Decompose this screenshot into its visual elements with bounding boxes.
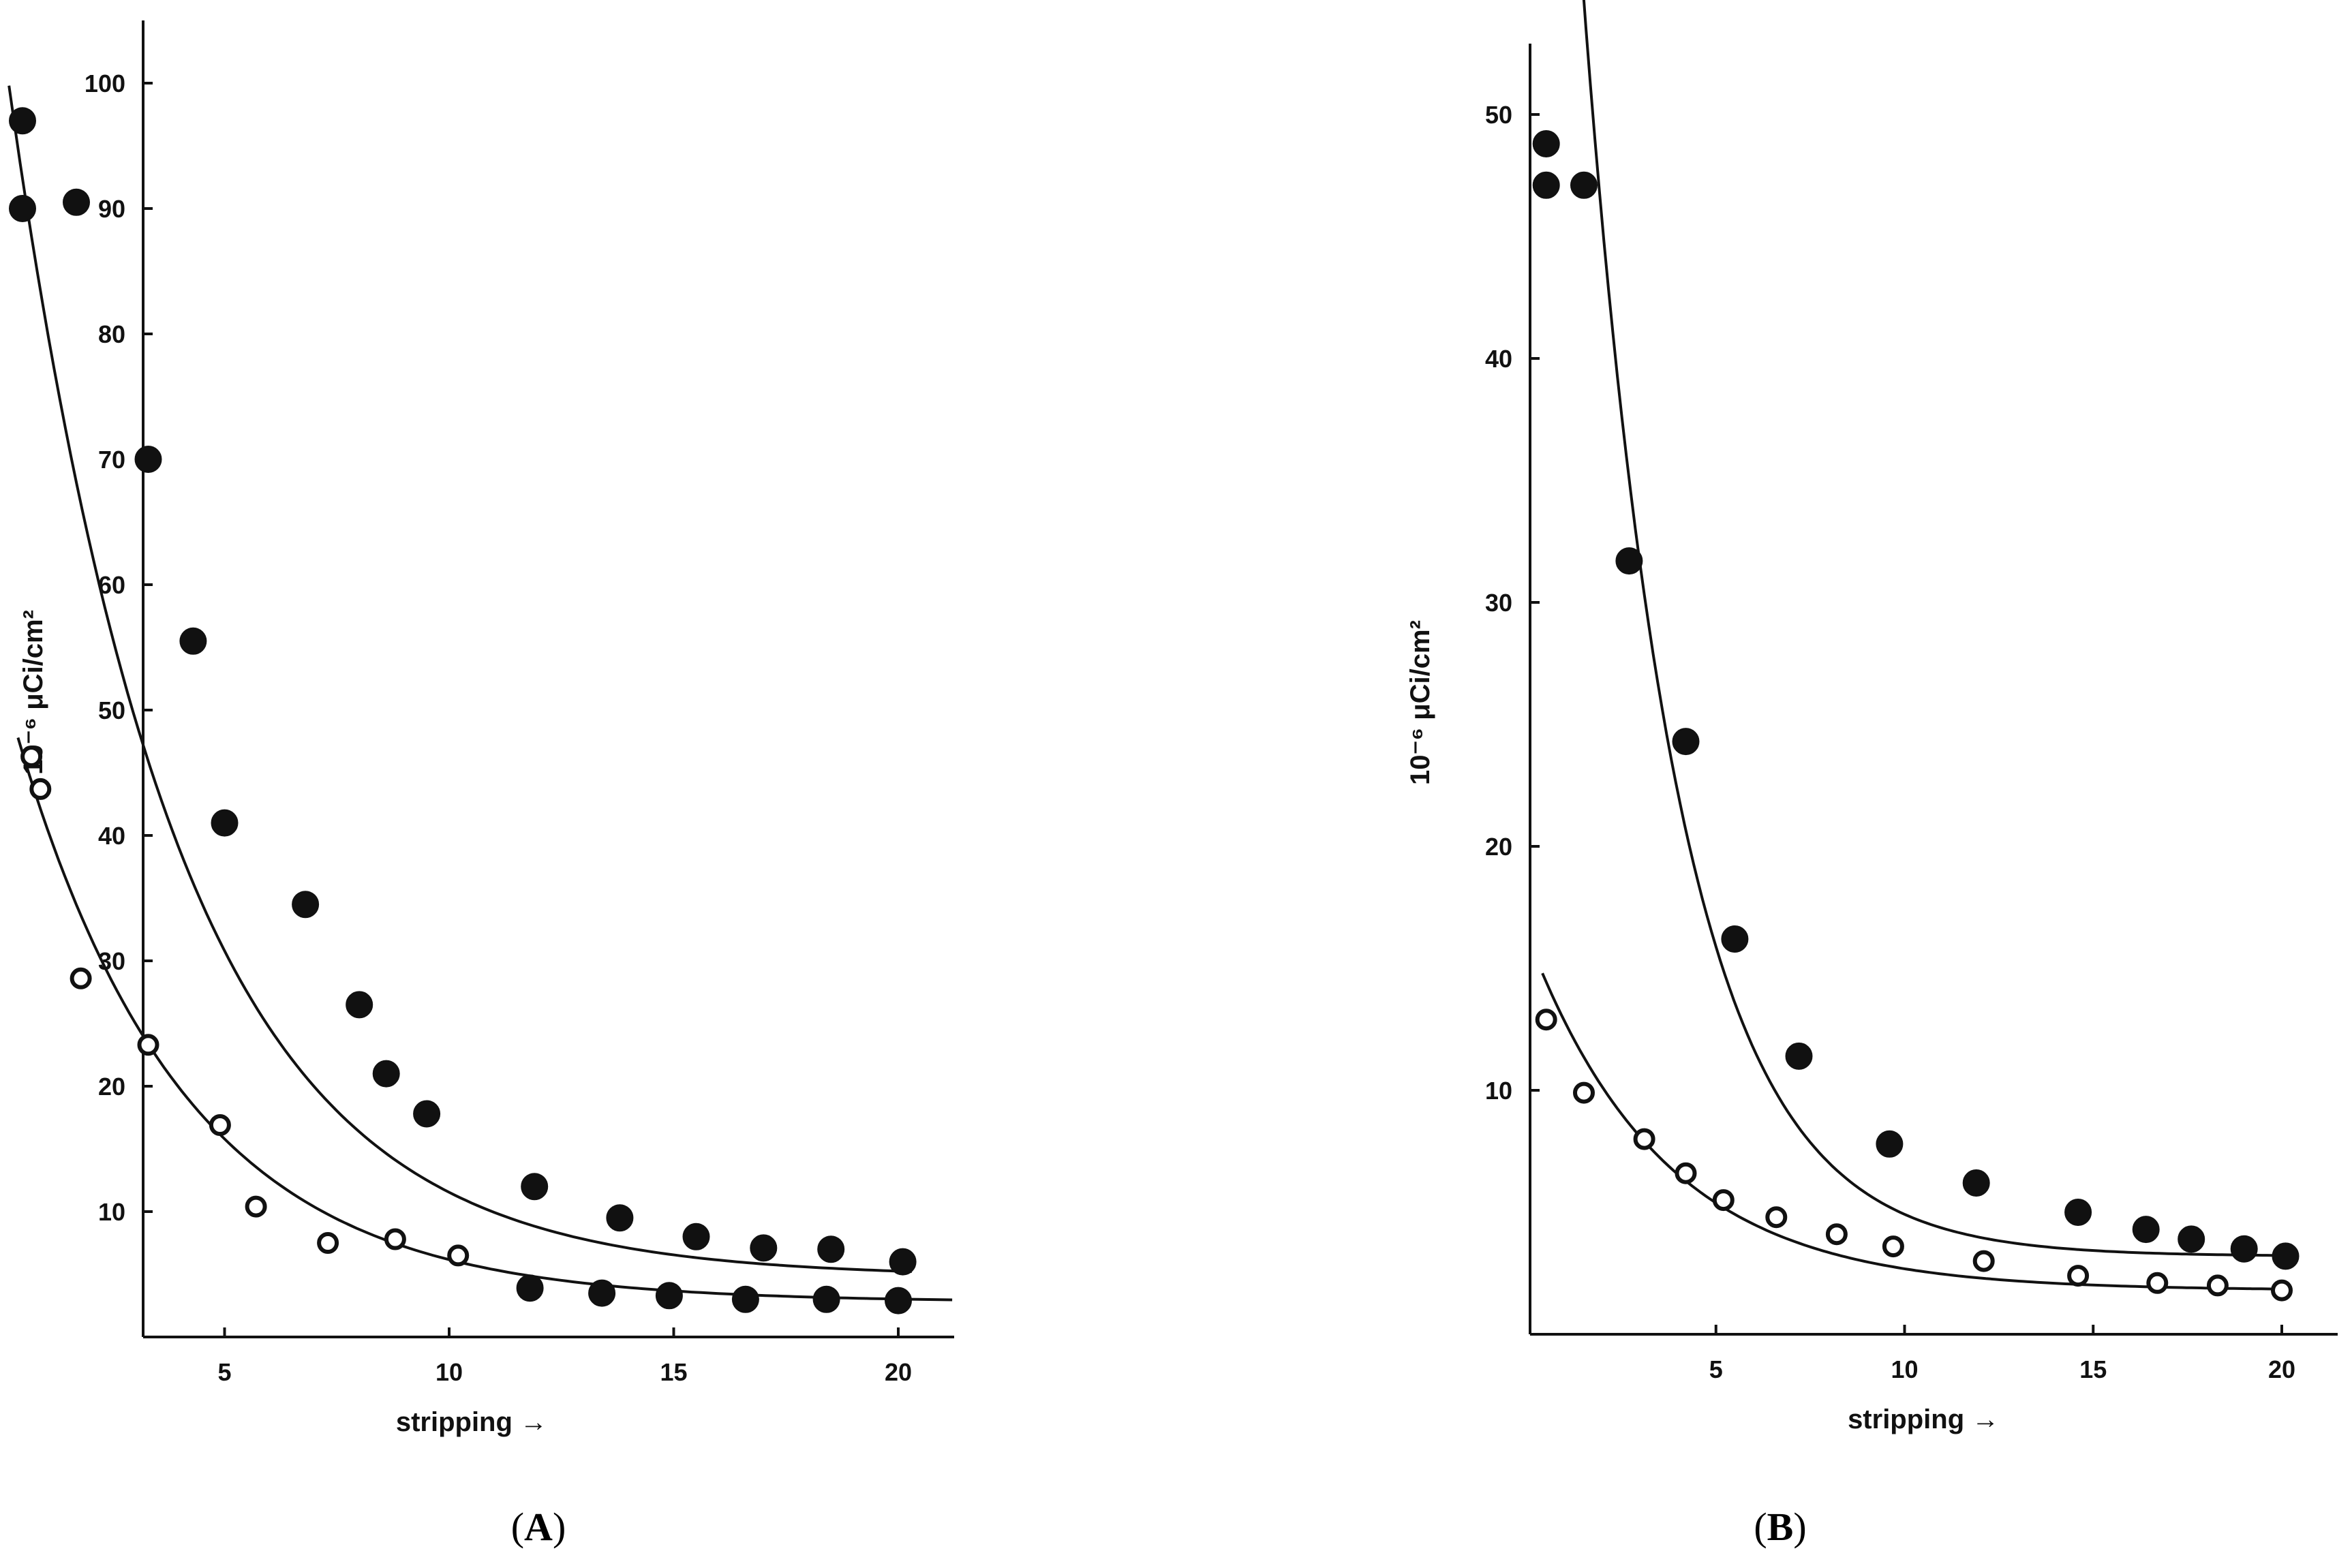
y-tick-label: 40 xyxy=(98,822,125,850)
data-point-filled xyxy=(2230,1235,2258,1263)
data-point-open xyxy=(2146,1272,2169,1294)
data-point-open xyxy=(2067,1265,2090,1287)
data-point-open xyxy=(1712,1189,1735,1212)
y-tick-label: 20 xyxy=(98,1073,125,1101)
data-point-open xyxy=(70,967,92,989)
x-tick-label: 10 xyxy=(1891,1355,1918,1383)
panel-label: (A) xyxy=(511,1505,566,1549)
data-point-filled xyxy=(2178,1225,2205,1253)
fit-curve-upper xyxy=(7,85,912,1273)
y-tick-label: 50 xyxy=(98,696,125,724)
data-point-open xyxy=(1882,1235,1904,1258)
data-point-filled xyxy=(516,1274,544,1302)
y-tick-label: 10 xyxy=(98,1198,125,1226)
data-point-filled xyxy=(817,1235,845,1263)
data-point-open xyxy=(447,1244,470,1267)
data-point-filled xyxy=(812,1285,840,1313)
data-point-open xyxy=(1972,1250,1995,1272)
y-tick-label: 30 xyxy=(1485,589,1512,617)
data-point-open xyxy=(209,1114,231,1136)
fit-curve-lower xyxy=(1541,972,2290,1291)
x-axis-title: stripping → xyxy=(1848,1404,1999,1434)
fit-curve-upper xyxy=(1582,0,2290,1257)
data-point-open xyxy=(317,1232,339,1254)
data-point-filled xyxy=(521,1173,549,1201)
y-tick-label: 50 xyxy=(1485,101,1512,129)
x-tick-label: 15 xyxy=(660,1358,687,1386)
data-point-filled xyxy=(1615,547,1643,575)
data-point-open xyxy=(2206,1274,2229,1297)
data-point-open xyxy=(20,745,43,768)
x-tick-label: 15 xyxy=(2079,1355,2107,1383)
y-tick-label: 100 xyxy=(85,70,125,97)
data-point-filled xyxy=(1785,1042,1813,1070)
data-point-open xyxy=(1573,1081,1595,1104)
data-point-filled xyxy=(1570,171,1598,199)
y-tick-label: 10 xyxy=(1485,1077,1512,1105)
data-point-filled xyxy=(9,195,36,222)
data-point-filled xyxy=(731,1285,759,1313)
data-point-filled xyxy=(1532,130,1560,157)
data-point-filled xyxy=(179,627,207,655)
data-point-open xyxy=(29,778,52,800)
data-point-filled xyxy=(2272,1242,2300,1270)
data-point-filled xyxy=(292,891,320,919)
data-point-open xyxy=(1535,1009,1557,1031)
data-point-filled xyxy=(372,1060,400,1088)
y-tick-label: 70 xyxy=(98,446,125,474)
chart-panel-b: 10 20 30 40 50 5 10 15 20 stripping → 10⁻⁶ μCi/cm²… xyxy=(1405,0,2338,1549)
fit-curve-lower xyxy=(16,737,953,1302)
x-tick-label: 5 xyxy=(1709,1355,1723,1383)
data-point-filled xyxy=(1876,1130,1904,1158)
data-point-filled xyxy=(134,446,162,473)
x-tick-label: 20 xyxy=(885,1358,912,1386)
data-point-filled xyxy=(606,1204,634,1232)
data-point-filled xyxy=(682,1223,710,1250)
data-point-filled xyxy=(588,1279,616,1307)
y-tick-label: 40 xyxy=(1485,345,1512,373)
data-point-filled xyxy=(9,107,36,135)
data-point-filled xyxy=(63,188,90,216)
data-point-filled xyxy=(413,1100,441,1128)
data-point-filled xyxy=(1962,1169,1990,1197)
data-point-filled xyxy=(1721,925,1749,953)
data-point-filled xyxy=(889,1248,917,1276)
x-tick-label: 10 xyxy=(436,1358,463,1386)
y-tick-label: 80 xyxy=(98,320,125,348)
data-point-open xyxy=(1825,1223,1848,1246)
data-point-filled xyxy=(1532,171,1560,199)
data-point-filled xyxy=(1672,728,1700,756)
data-point-filled xyxy=(2132,1216,2160,1244)
data-point-filled xyxy=(885,1287,912,1315)
data-point-filled xyxy=(750,1234,778,1262)
data-point-open xyxy=(1765,1206,1788,1229)
data-point-open xyxy=(2271,1279,2293,1302)
data-point-open xyxy=(1633,1128,1655,1150)
data-point-filled xyxy=(2064,1199,2092,1226)
data-point-filled xyxy=(211,809,239,837)
x-tick-label: 20 xyxy=(2268,1355,2295,1383)
panel-label: (B) xyxy=(1754,1505,1806,1549)
data-point-open xyxy=(384,1228,406,1250)
data-point-filled xyxy=(346,991,373,1019)
data-point-filled xyxy=(655,1282,683,1310)
data-point-open xyxy=(1675,1162,1697,1184)
x-axis-title: stripping → xyxy=(396,1407,547,1437)
data-point-open xyxy=(137,1034,159,1056)
data-point-open xyxy=(245,1195,267,1218)
y-tick-label: 20 xyxy=(1485,833,1512,861)
x-tick-label: 5 xyxy=(217,1358,231,1386)
y-axis-title: 10⁻⁶ μCi/cm² xyxy=(1405,620,1435,785)
y-tick-label: 90 xyxy=(98,195,125,223)
